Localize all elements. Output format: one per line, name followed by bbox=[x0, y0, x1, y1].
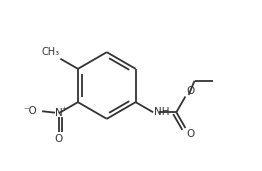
Text: O: O bbox=[186, 129, 194, 139]
Text: CH₃: CH₃ bbox=[41, 47, 59, 57]
Text: N: N bbox=[55, 108, 63, 118]
Text: ⁻O: ⁻O bbox=[24, 106, 37, 116]
Text: +: + bbox=[61, 106, 66, 111]
Text: O: O bbox=[186, 86, 194, 96]
Text: NH: NH bbox=[154, 107, 169, 117]
Text: O: O bbox=[54, 134, 63, 144]
